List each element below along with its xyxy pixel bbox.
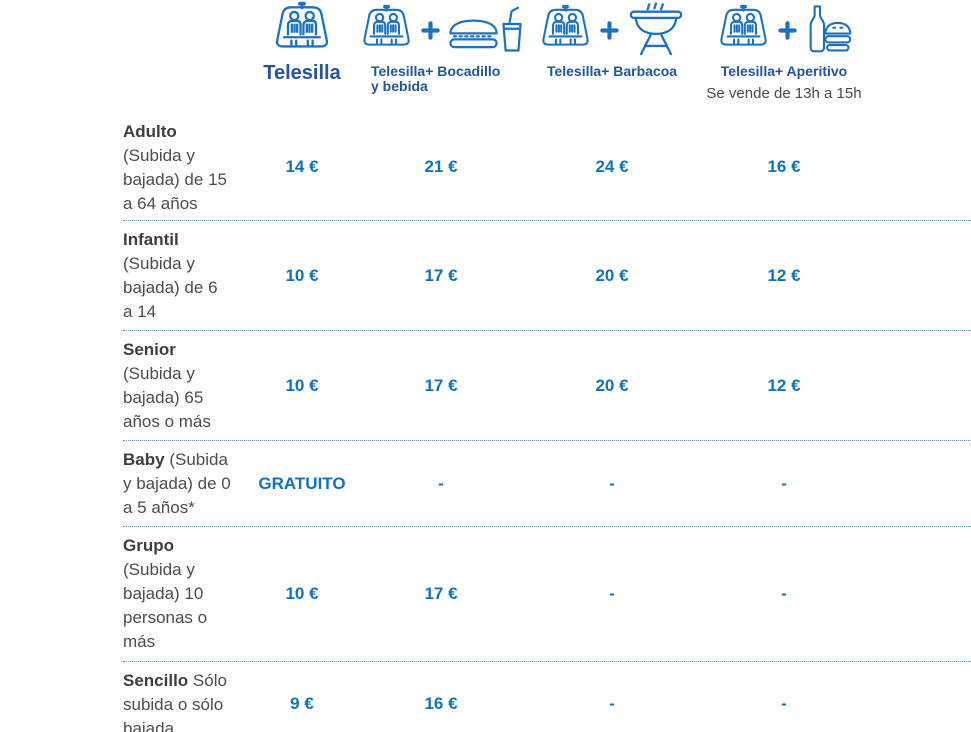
row-name: Baby bbox=[123, 450, 165, 469]
price-cell: - bbox=[438, 473, 444, 493]
plus-icon bbox=[421, 21, 440, 40]
price-cell: 16 € bbox=[767, 156, 801, 176]
row-name: Infantil bbox=[123, 230, 179, 249]
column-label: Telesilla+ Aperitivo bbox=[720, 63, 848, 79]
column-label: Telesilla+ Bocadillo y bebida bbox=[352, 64, 530, 94]
sandwich-drink-icon bbox=[447, 5, 524, 55]
price-cell: 10 € bbox=[285, 584, 319, 603]
icon-cluster bbox=[252, 0, 352, 60]
price-cell: 17 € bbox=[424, 584, 458, 603]
price-cell: - bbox=[781, 584, 787, 603]
price-cell: 17 € bbox=[424, 375, 458, 395]
chairlift-icon bbox=[538, 4, 593, 56]
column-header-bocadillo: Telesilla+ Bocadillo y bebida bbox=[352, 0, 530, 113]
row-description: (Subida y bajada) de 6 a 14 bbox=[123, 254, 218, 321]
chairlift-icon bbox=[271, 1, 333, 59]
plus-icon bbox=[600, 21, 619, 40]
price-cell: 20 € bbox=[595, 265, 629, 285]
price-cell: 9 € bbox=[290, 693, 314, 713]
column-label-text: Telesilla+ Bocadillo y bebida bbox=[371, 63, 501, 94]
column-label: Telesilla+ Barbacoa bbox=[546, 63, 678, 79]
price-cell: - bbox=[609, 473, 615, 493]
row-name: Grupo bbox=[123, 536, 174, 555]
row-label: Sencillo Sólo subida o sólo bajada bbox=[123, 662, 252, 732]
row-label: Grupo (Subida y bajada) 10 personas o má… bbox=[123, 527, 252, 661]
row-description: Sólo subida o sólo bajada bbox=[123, 671, 227, 732]
table-row-infantil: Infantil (Subida y bajada) de 6 a 14 10 … bbox=[123, 221, 971, 331]
column-header-barbacoa: Telesilla+ Barbacoa bbox=[530, 0, 694, 113]
column-header-telesilla: Telesilla bbox=[252, 0, 352, 113]
price-cell: - bbox=[781, 473, 787, 493]
bottle-burger-icon bbox=[804, 4, 852, 56]
price-cell: - bbox=[609, 584, 615, 603]
row-description: (Subida y bajada) 65 años o más bbox=[123, 364, 211, 431]
row-label: Senior (Subida y bajada) 65 años o más bbox=[123, 331, 252, 440]
price-cell: 12 € bbox=[767, 265, 801, 285]
price-cell: 17 € bbox=[424, 265, 458, 285]
table-row-sencillo: Sencillo Sólo subida o sólo bajada 9 € 1… bbox=[123, 662, 971, 732]
row-description: (Subida y bajada) de 15 a 64 años bbox=[123, 146, 227, 213]
price-cell: 12 € bbox=[767, 375, 801, 395]
chairlift-icon bbox=[359, 4, 414, 56]
price-cell: 20 € bbox=[595, 375, 629, 395]
price-cell: - bbox=[781, 693, 787, 713]
chairlift-icon bbox=[716, 4, 771, 56]
price-cell: GRATUITO bbox=[258, 473, 346, 493]
price-cell: 14 € bbox=[285, 156, 319, 176]
header-empty-cell bbox=[123, 0, 252, 113]
price-cell: 24 € bbox=[595, 156, 629, 176]
icon-cluster bbox=[694, 0, 874, 60]
price-cell: 21 € bbox=[424, 156, 458, 176]
row-name: Senior bbox=[123, 340, 176, 359]
column-header-aperitivo: Telesilla+ Aperitivo Se vende de 13h a 1… bbox=[694, 0, 874, 113]
header-row: Telesilla Telesilla+ Bocadillo y bebida … bbox=[123, 0, 971, 113]
table-row-baby: Baby (Subida y bajada) de 0 a 5 años* GR… bbox=[123, 441, 971, 527]
row-name: Adulto bbox=[123, 122, 177, 141]
price-cell: 10 € bbox=[285, 375, 319, 395]
sale-hours-note: Se vende de 13h a 15h bbox=[706, 85, 862, 102]
row-label: Adulto (Subida y bajada) de 15 a 64 años bbox=[123, 113, 252, 220]
row-label: Baby (Subida y bajada) de 0 a 5 años* bbox=[123, 441, 252, 526]
icon-cluster bbox=[530, 0, 694, 60]
row-label: Infantil (Subida y bajada) de 6 a 14 bbox=[123, 221, 252, 330]
row-description: (Subida y bajada) 10 personas o más bbox=[123, 560, 208, 651]
row-name: Sencillo bbox=[123, 671, 189, 690]
plus-icon bbox=[778, 21, 797, 40]
price-cell: 10 € bbox=[285, 265, 319, 285]
price-cell: 16 € bbox=[424, 693, 458, 713]
price-cell: - bbox=[609, 693, 615, 713]
barbecue-icon bbox=[626, 2, 686, 58]
column-label: Telesilla bbox=[263, 62, 341, 84]
table-row-adulto: Adulto (Subida y bajada) de 15 a 64 años… bbox=[123, 113, 971, 221]
table-row-grupo: Grupo (Subida y bajada) 10 personas o má… bbox=[123, 527, 971, 662]
table-row-senior: Senior (Subida y bajada) 65 años o más 1… bbox=[123, 331, 971, 441]
icon-cluster bbox=[352, 0, 530, 60]
row-description: (Subida y bajada) de 0 a 5 años* bbox=[123, 450, 231, 517]
